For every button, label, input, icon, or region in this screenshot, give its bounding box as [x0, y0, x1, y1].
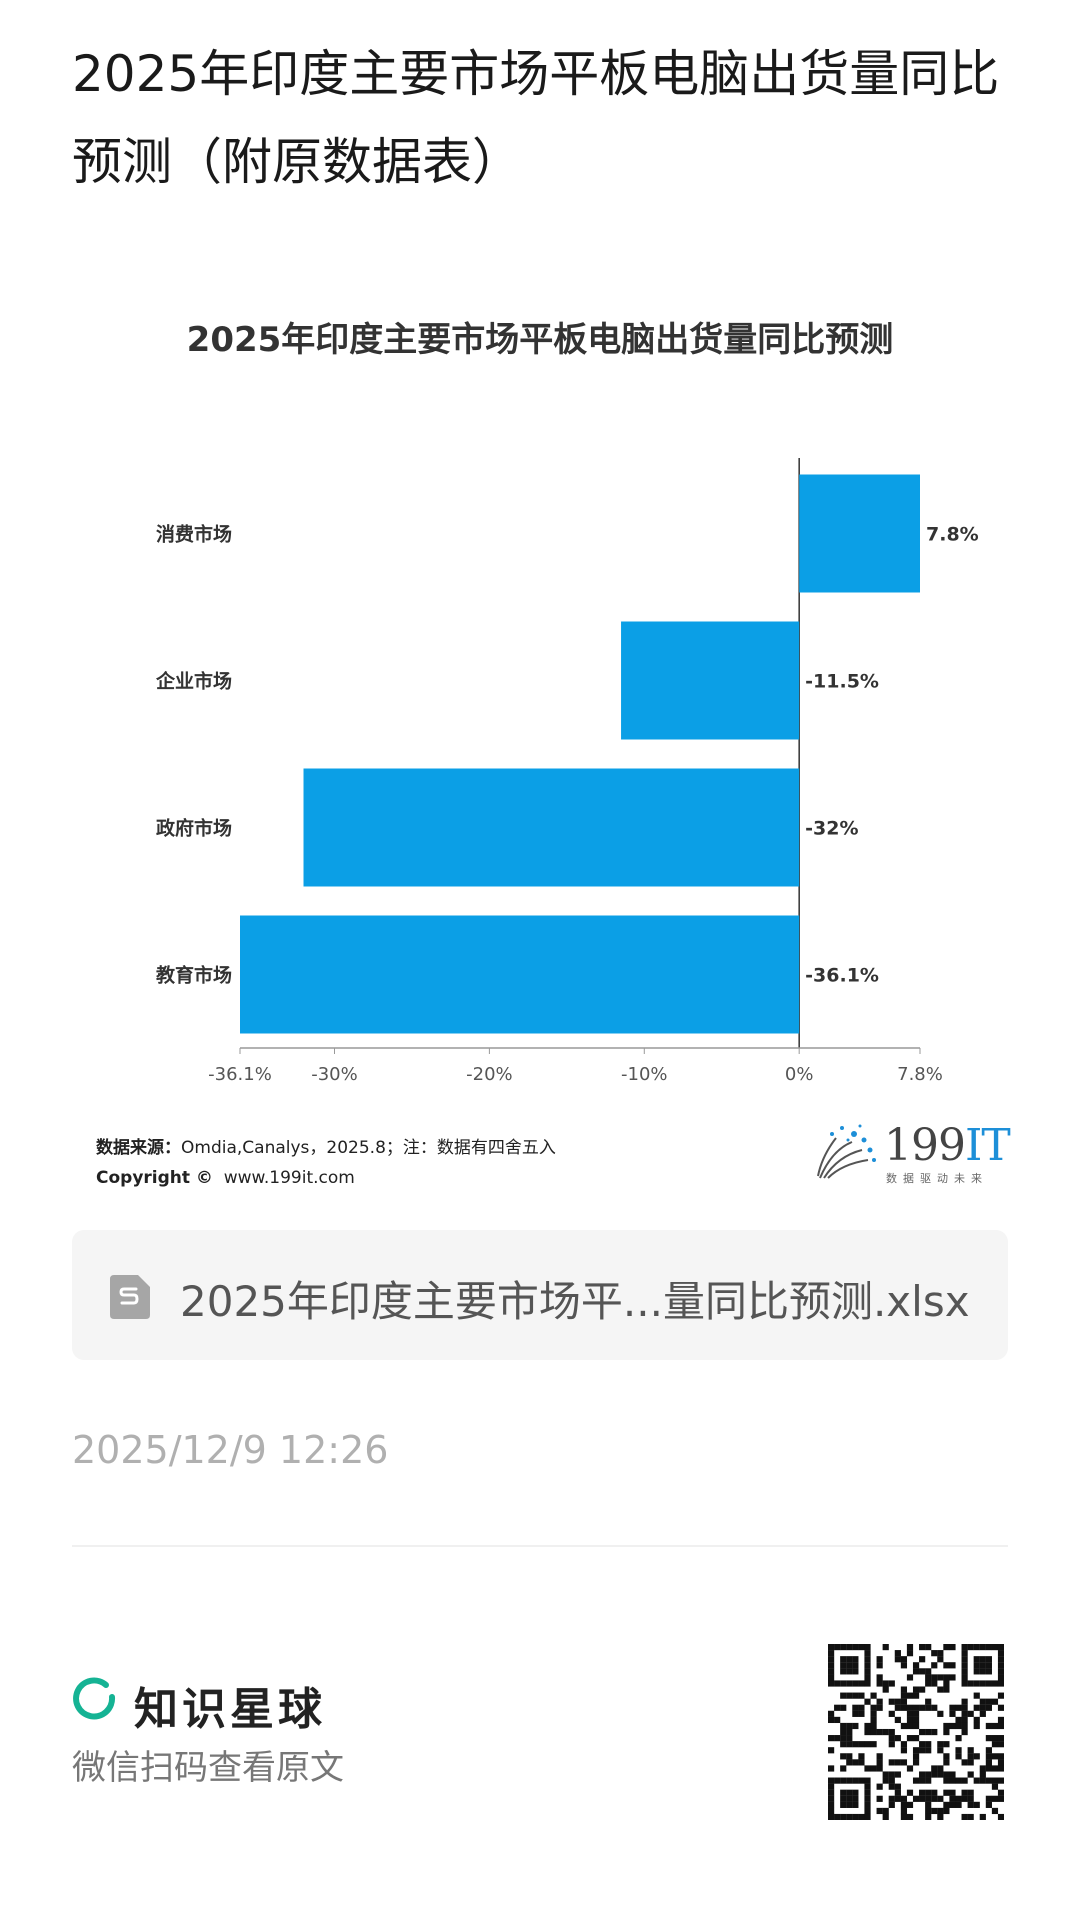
- category-label-1: 企业市场: [155, 670, 232, 693]
- qr-code-icon[interactable]: [828, 1644, 1004, 1820]
- data-label-0: 7.8%: [926, 524, 979, 546]
- page-title: 2025年印度主要市场平板电脑出货量同比预测（附原数据表）: [72, 45, 1000, 191]
- logo-dandelion-icon: [817, 1124, 876, 1179]
- spreadsheet-file-icon: [110, 1275, 150, 1319]
- bar-1: [621, 621, 800, 740]
- x-tick-label-1: -30%: [311, 1064, 358, 1085]
- copyright-site: www.199it.com: [223, 1168, 355, 1188]
- chart-image[interactable]: 2025年印度主要市场平板电脑出货量同比预测 消费市场 7.8% 企业市场 -11.5…: [72, 290, 1011, 1210]
- timestamp: 2025/12/9 12:26: [72, 1428, 389, 1472]
- logo-text: 199IT: [884, 1120, 1011, 1171]
- attachment-file-card[interactable]: 2025年印度主要市场平...量同比预测.xlsx: [72, 1230, 1008, 1360]
- data-label-3: -36.1%: [805, 965, 879, 987]
- divider: [72, 1545, 1008, 1547]
- category-label-0: 消费市场: [156, 523, 232, 546]
- zsxq-logo-icon: [73, 1677, 116, 1720]
- brand-description: 微信扫码查看原文: [72, 1748, 344, 1788]
- chart-title: 2025年印度主要市场平板电脑出货量同比预测: [186, 320, 894, 360]
- source-text: Omdia,Canalys，2025.8；注：数据有四舍五入: [181, 1138, 556, 1158]
- data-label-1: -11.5%: [805, 671, 879, 693]
- logo-tagline: 数据驱动未来: [886, 1172, 988, 1185]
- x-tick-label-2: -20%: [466, 1064, 513, 1085]
- file-name[interactable]: 2025年印度主要市场平...量同比预测.xlsx: [180, 1277, 970, 1326]
- chart-source: 数据来源：Omdia,Canalys，2025.8；注：数据有四舍五入 Copy…: [96, 1133, 556, 1193]
- bar-chart: 消费市场 7.8% 企业市场 -11.5% 政府市场 -32% 教育市场 -36.1% -36.…: [155, 458, 979, 1085]
- data-label-2: -32%: [805, 818, 858, 840]
- x-tick-label-4: 0%: [785, 1064, 814, 1085]
- brand-name: 知识星球: [134, 1684, 326, 1735]
- source-label: 数据来源：: [96, 1138, 181, 1158]
- x-tick-label-0: -36.1%: [208, 1064, 272, 1085]
- copyright-label: Copyright ©: [96, 1168, 213, 1188]
- x-tick-label-5: 7.8%: [897, 1064, 943, 1085]
- bar-3: [240, 915, 800, 1034]
- category-label-2: 政府市场: [156, 817, 232, 840]
- bar-0: [799, 474, 920, 593]
- x-tick-label-3: -10%: [621, 1064, 668, 1085]
- logo-199it: 199IT 数据驱动未来: [812, 1120, 1011, 1190]
- category-label-3: 教育市场: [156, 964, 232, 987]
- bar-2: [303, 768, 800, 887]
